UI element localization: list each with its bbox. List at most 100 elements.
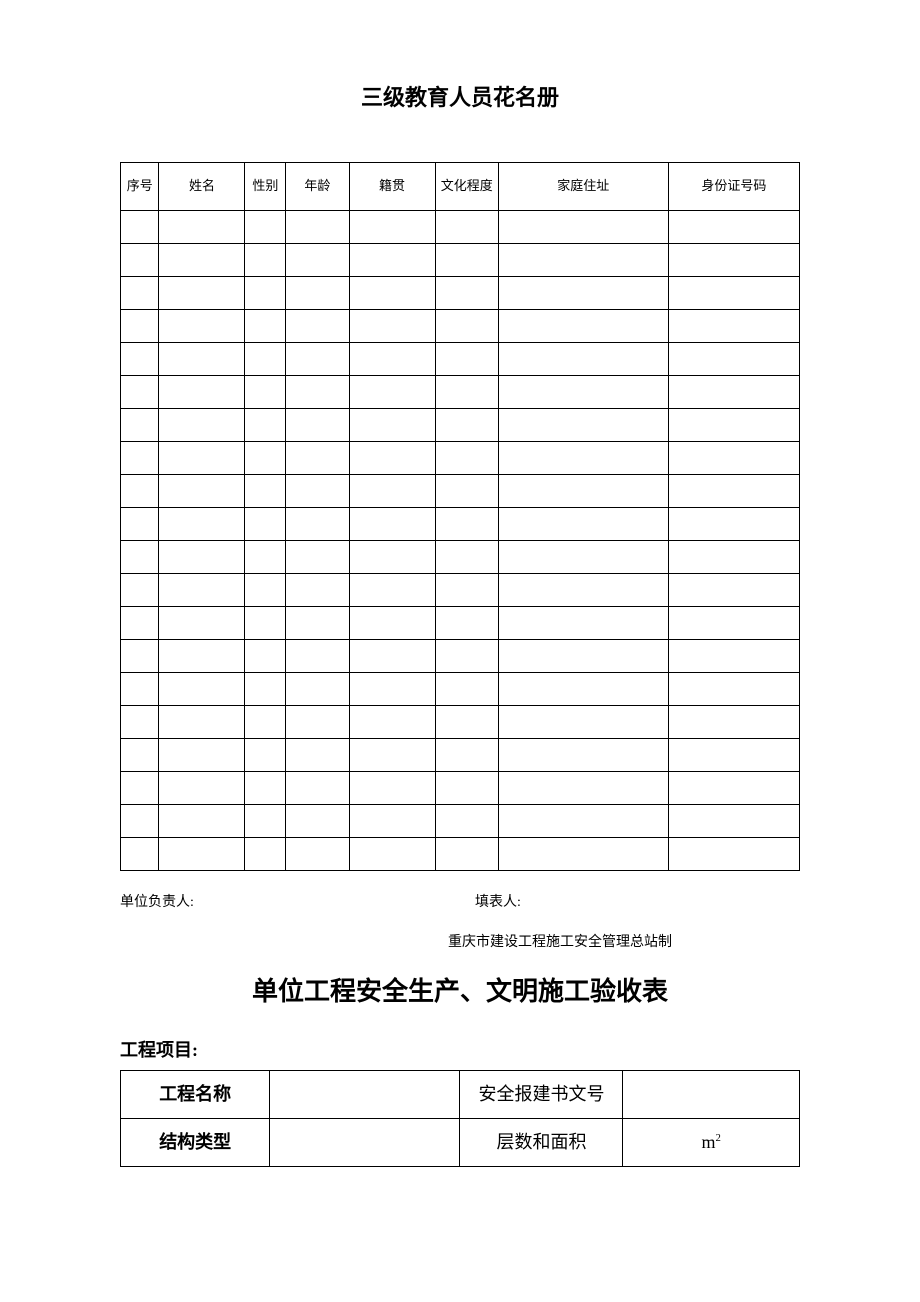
table-cell: [121, 409, 159, 442]
table-cell: [286, 244, 349, 277]
accept-row-2: 结构类型 层数和面积 m2: [121, 1119, 800, 1167]
table-cell: [121, 673, 159, 706]
table-cell: [435, 277, 498, 310]
table-cell: [245, 442, 286, 475]
table-cell: [668, 343, 799, 376]
table-row: [121, 442, 800, 475]
table-cell: [349, 475, 435, 508]
table-cell: [668, 805, 799, 838]
table-cell: [121, 607, 159, 640]
table-cell: [121, 211, 159, 244]
table-cell: [121, 838, 159, 871]
table-cell: [159, 541, 245, 574]
table-cell: [435, 805, 498, 838]
table-cell: [286, 838, 349, 871]
table-cell: [349, 706, 435, 739]
table-cell: [498, 310, 668, 343]
table-cell: [435, 475, 498, 508]
table-cell: [286, 310, 349, 343]
col-header-id: 身份证号码: [668, 163, 799, 211]
table-cell: [245, 508, 286, 541]
table-cell: [435, 409, 498, 442]
acceptance-title: 单位工程安全生产、文明施工验收表: [120, 971, 800, 1008]
col-header-name: 姓名: [159, 163, 245, 211]
table-cell: [435, 541, 498, 574]
table-cell: [159, 310, 245, 343]
table-row: [121, 574, 800, 607]
table-row: [121, 508, 800, 541]
accept-label-project-name: 工程名称: [121, 1071, 270, 1119]
table-cell: [159, 508, 245, 541]
table-cell: [286, 739, 349, 772]
table-cell: [245, 244, 286, 277]
table-cell: [435, 211, 498, 244]
table-cell: [159, 706, 245, 739]
table-cell: [121, 640, 159, 673]
table-cell: [435, 343, 498, 376]
table-cell: [349, 442, 435, 475]
table-cell: [349, 805, 435, 838]
table-cell: [498, 475, 668, 508]
accept-label-floors-area: 层数和面积: [460, 1119, 623, 1167]
table-cell: [435, 772, 498, 805]
table-cell: [121, 376, 159, 409]
table-row: [121, 805, 800, 838]
table-cell: [245, 376, 286, 409]
signatures-row: 单位负责人: 填表人:: [120, 891, 800, 911]
table-cell: [121, 739, 159, 772]
table-cell: [121, 805, 159, 838]
table-cell: [349, 409, 435, 442]
table-cell: [668, 574, 799, 607]
table-cell: [498, 607, 668, 640]
table-cell: [286, 772, 349, 805]
table-row: [121, 673, 800, 706]
table-cell: [498, 772, 668, 805]
table-cell: [349, 211, 435, 244]
accept-value-structure: [270, 1119, 460, 1167]
table-cell: [668, 673, 799, 706]
table-cell: [159, 211, 245, 244]
table-row: [121, 706, 800, 739]
table-cell: [245, 706, 286, 739]
table-cell: [349, 541, 435, 574]
table-cell: [286, 442, 349, 475]
table-cell: [159, 739, 245, 772]
table-cell: [121, 442, 159, 475]
table-cell: [286, 607, 349, 640]
table-cell: [498, 376, 668, 409]
signature-filler: 填表人:: [445, 891, 800, 911]
table-cell: [349, 607, 435, 640]
table-cell: [245, 277, 286, 310]
table-cell: [159, 574, 245, 607]
roster-body: [121, 211, 800, 871]
table-cell: [245, 607, 286, 640]
table-cell: [121, 343, 159, 376]
table-cell: [349, 640, 435, 673]
footer-note: 重庆市建设工程施工安全管理总站制: [120, 931, 800, 951]
table-cell: [286, 640, 349, 673]
table-cell: [245, 343, 286, 376]
roster-table: 序号 姓名 性别 年龄 籍贯 文化程度 家庭住址 身份证号码: [120, 162, 800, 871]
table-cell: [498, 211, 668, 244]
col-header-edu: 文化程度: [435, 163, 498, 211]
table-cell: [435, 673, 498, 706]
col-header-age: 年龄: [286, 163, 349, 211]
table-cell: [121, 541, 159, 574]
table-cell: [159, 838, 245, 871]
table-cell: [668, 541, 799, 574]
table-row: [121, 772, 800, 805]
table-cell: [245, 541, 286, 574]
table-cell: [286, 706, 349, 739]
col-header-origin: 籍贯: [349, 163, 435, 211]
accept-value-project-name: [270, 1071, 460, 1119]
table-cell: [159, 244, 245, 277]
project-label: 工程项目:: [120, 1036, 800, 1062]
table-cell: [121, 706, 159, 739]
table-cell: [349, 244, 435, 277]
table-cell: [435, 310, 498, 343]
table-cell: [286, 475, 349, 508]
table-row: [121, 343, 800, 376]
table-cell: [498, 409, 668, 442]
table-row: [121, 310, 800, 343]
table-cell: [498, 277, 668, 310]
